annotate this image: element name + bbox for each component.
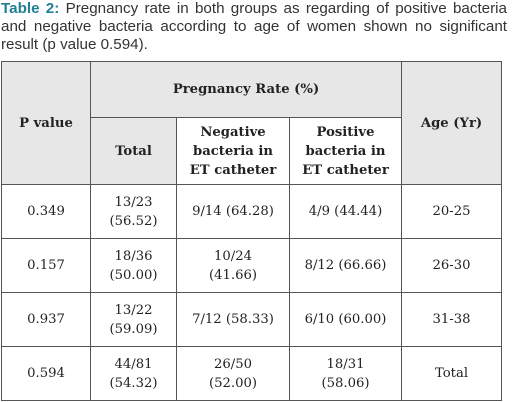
cell-age: 26-30 (401, 238, 502, 293)
cell-negative: 26/50 (52.00) (176, 346, 290, 401)
cell-total-text: 44/81 (54.32) (109, 356, 158, 391)
cell-negative: 7/12 (58.33) (176, 292, 290, 347)
cell-positive: 8/12 (66.66) (289, 238, 402, 293)
cell-total: 44/81 (54.32) (90, 346, 177, 401)
cell-p-value: 0.594 (1, 346, 91, 401)
cell-age: 20-25 (401, 184, 502, 239)
cell-negative: 10/24 (41.66) (176, 238, 290, 293)
cell-p-value: 0.937 (1, 292, 91, 347)
cell-p-value: 0.349 (1, 184, 91, 239)
header-positive-text: Positive bacteria in ET catheter (302, 124, 389, 178)
cell-total: 13/23 (56.52) (90, 184, 177, 239)
cell-positive: 18/31 (58.06) (289, 346, 402, 401)
cell-total: 18/36 (50.00) (90, 238, 177, 293)
table-row: 0.349 13/23 (56.52) 9/14 (64.28) 4/9 (44… (1, 184, 502, 239)
table-row: 0.594 44/81 (54.32) 26/50 (52.00) 18/31 … (1, 346, 502, 401)
header-total: Total (90, 117, 177, 185)
pregnancy-rate-table: P value Pregnancy Rate (%) Age (Yr) Tota… (1, 61, 502, 401)
caption-label: Table 2: (1, 0, 60, 17)
cell-total-text: 18/36 (50.00) (109, 248, 158, 283)
cell-age: Total (401, 346, 502, 401)
table-caption: Table 2: Pregnancy rate in both groups a… (1, 0, 507, 54)
header-age: Age (Yr) (401, 61, 502, 185)
cell-total-text: 13/23 (56.52) (109, 194, 158, 229)
cell-age: 31-38 (401, 292, 502, 347)
cell-negative: 9/14 (64.28) (176, 184, 290, 239)
header-negative-bacteria: Negative bacteria in ET catheter (176, 117, 290, 185)
cell-p-value: 0.157 (1, 238, 91, 293)
cell-total-text: 13/22 (59.09) (109, 302, 158, 337)
cell-negative-text: 10/24 (41.66) (208, 248, 258, 283)
header-negative-text: Negative bacteria in ET catheter (189, 124, 277, 178)
cell-positive: 4/9 (44.44) (289, 184, 402, 239)
table-row: 0.937 13/22 (59.09) 7/12 (58.33) 6/10 (6… (1, 292, 502, 347)
cell-positive-text: 18/31 (58.06) (321, 356, 370, 391)
header-positive-bacteria: Positive bacteria in ET catheter (289, 117, 402, 185)
cell-negative-text: 26/50 (52.00) (208, 356, 258, 391)
cell-total: 13/22 (59.09) (90, 292, 177, 347)
table-row: 0.157 18/36 (50.00) 10/24 (41.66) 8/12 (… (1, 238, 502, 293)
header-pregnancy-rate: Pregnancy Rate (%) (90, 61, 402, 118)
caption-text: Pregnancy rate in both groups as regardi… (1, 0, 507, 53)
cell-positive: 6/10 (60.00) (289, 292, 402, 347)
header-p-value: P value (1, 61, 91, 185)
